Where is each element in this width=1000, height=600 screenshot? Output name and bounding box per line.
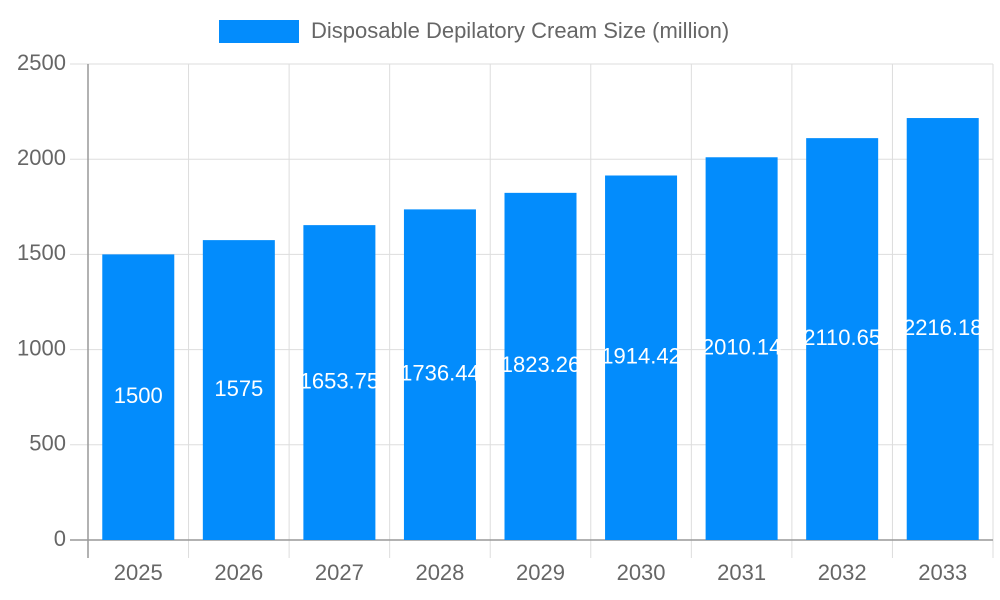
bar bbox=[906, 118, 979, 540]
value-label: 1736.44 bbox=[400, 361, 480, 386]
bar bbox=[202, 240, 275, 540]
value-label: 2216.18 bbox=[903, 315, 983, 340]
value-label: 1914.42 bbox=[601, 344, 681, 369]
x-tick-label: 2029 bbox=[516, 560, 565, 585]
value-label: 2010.14 bbox=[702, 334, 782, 359]
value-label: 1653.75 bbox=[300, 368, 380, 393]
x-tick-label: 2026 bbox=[214, 560, 263, 585]
bar bbox=[303, 225, 376, 540]
x-tick-label: 2027 bbox=[315, 560, 364, 585]
bar bbox=[403, 209, 476, 540]
legend: Disposable Depilatory Cream Size (millio… bbox=[219, 18, 729, 43]
y-tick-label: 0 bbox=[54, 526, 66, 551]
bar bbox=[504, 192, 577, 540]
bar bbox=[705, 157, 778, 540]
y-tick-label: 2500 bbox=[17, 50, 66, 75]
value-label: 1823.26 bbox=[501, 352, 581, 377]
x-tick-label: 2033 bbox=[918, 560, 967, 585]
y-tick-label: 1500 bbox=[17, 240, 66, 265]
x-tick-label: 2031 bbox=[717, 560, 766, 585]
legend-swatch bbox=[219, 20, 299, 43]
value-label: 2110.65 bbox=[803, 325, 881, 350]
y-tick-label: 500 bbox=[29, 431, 66, 456]
legend-label: Disposable Depilatory Cream Size (millio… bbox=[311, 18, 729, 43]
y-tick-label: 2000 bbox=[17, 145, 66, 170]
x-tick-label: 2028 bbox=[415, 560, 464, 585]
bar bbox=[806, 138, 879, 540]
y-tick-label: 1000 bbox=[17, 335, 66, 360]
bar bbox=[605, 175, 678, 540]
value-label: 1575 bbox=[214, 376, 263, 401]
x-tick-label: 2030 bbox=[617, 560, 666, 585]
value-label: 1500 bbox=[114, 383, 163, 408]
bar bbox=[102, 254, 175, 540]
x-tick-label: 2032 bbox=[818, 560, 867, 585]
x-tick-label: 2025 bbox=[114, 560, 163, 585]
